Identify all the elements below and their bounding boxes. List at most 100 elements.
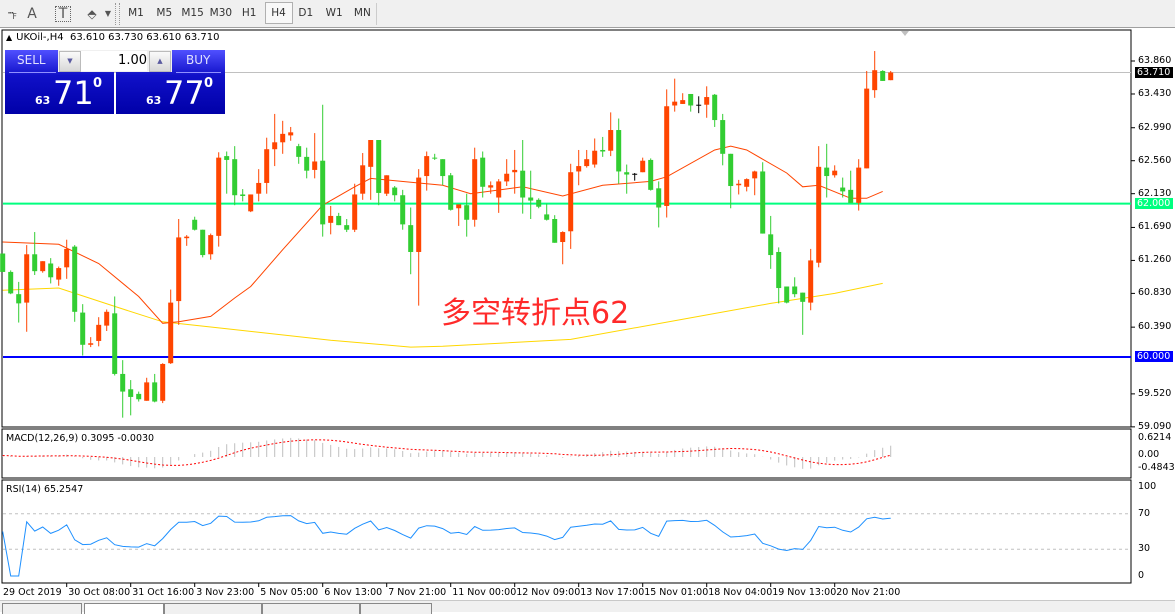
timeframe-h4[interactable]: H4 bbox=[264, 2, 293, 24]
price-tick-label: 63.430 bbox=[1138, 87, 1172, 99]
candle-body bbox=[480, 157, 486, 187]
chart-tab[interactable] bbox=[360, 603, 432, 614]
candle-body bbox=[256, 182, 262, 194]
candle-body bbox=[632, 173, 638, 175]
candle-body bbox=[696, 104, 702, 106]
candle-body bbox=[456, 204, 462, 209]
candle-body bbox=[296, 146, 302, 157]
rsi-axis-label: 70 bbox=[1138, 507, 1151, 519]
price-tag-level_62: 62.000 bbox=[1135, 197, 1173, 209]
candle-body bbox=[224, 156, 230, 160]
text-label-icon[interactable]: T bbox=[55, 6, 71, 22]
candle-body bbox=[232, 159, 238, 196]
candle-body bbox=[832, 170, 838, 176]
candle-body bbox=[656, 188, 662, 208]
timeframe-m5[interactable]: M5 bbox=[156, 7, 173, 19]
symbol-label: UKOil-,H4 bbox=[16, 32, 64, 43]
candle-body bbox=[192, 219, 198, 230]
candle-body bbox=[120, 373, 126, 392]
candle-body bbox=[680, 100, 686, 104]
candle-body bbox=[584, 159, 590, 167]
chevron-down-icon[interactable]: ▼ bbox=[104, 9, 112, 18]
candle-body bbox=[424, 156, 430, 177]
candle-body bbox=[536, 199, 542, 207]
candle-body bbox=[200, 229, 206, 256]
toolbar: ┅F A T ⬘ ▼ M1 M5 M15 M30 H1 H4 D1 W1 MN bbox=[0, 0, 1175, 28]
candle-body bbox=[704, 97, 710, 105]
candle-body bbox=[640, 160, 646, 173]
chart-tab-active[interactable] bbox=[84, 603, 164, 614]
price-tag-level_60: 60.000 bbox=[1135, 351, 1173, 363]
candle-body bbox=[72, 246, 78, 312]
candle-body bbox=[328, 215, 334, 223]
candle-body bbox=[856, 167, 862, 203]
candle-body bbox=[800, 292, 806, 302]
candle-body bbox=[512, 169, 518, 173]
candle-body bbox=[56, 268, 62, 280]
candle-body bbox=[544, 214, 550, 220]
rsi-line bbox=[2, 515, 891, 577]
buy-label: BUY bbox=[186, 53, 211, 67]
time-axis-label: 18 Nov 04:00 bbox=[708, 587, 773, 598]
candle-body bbox=[176, 237, 182, 302]
time-axis-label: 30 Oct 08:00 bbox=[68, 587, 131, 598]
time-axis-label: 12 Nov 09:00 bbox=[516, 587, 581, 598]
timeframe-d1[interactable]: D1 bbox=[298, 7, 314, 19]
chart-tab[interactable] bbox=[262, 603, 360, 614]
lot-decrease-button[interactable]: ▼ bbox=[59, 51, 81, 72]
arrows-icon[interactable]: ⬘ bbox=[87, 7, 97, 21]
candle-body bbox=[840, 187, 846, 192]
candle-body bbox=[384, 175, 390, 194]
toolbar-separator bbox=[115, 3, 120, 25]
timeframe-w1[interactable]: W1 bbox=[325, 7, 343, 19]
price-tick-label: 63.860 bbox=[1138, 55, 1172, 66]
candle-body bbox=[848, 189, 854, 203]
time-axis-label: 29 Oct 2019 bbox=[3, 587, 62, 598]
candle-body bbox=[616, 130, 622, 172]
lot-increase-button[interactable]: ▲ bbox=[149, 51, 171, 72]
candle-body bbox=[312, 161, 318, 170]
timeframe-m1[interactable]: M1 bbox=[128, 7, 144, 19]
candle-body bbox=[304, 156, 310, 171]
chart-canvas[interactable] bbox=[0, 28, 1175, 600]
candle-body bbox=[496, 181, 502, 198]
candle-body bbox=[136, 393, 142, 400]
ma-fast-line bbox=[2, 145, 883, 324]
text-icon[interactable]: A bbox=[27, 6, 37, 22]
timeframe-h1[interactable]: H1 bbox=[241, 7, 257, 19]
candle-body bbox=[40, 261, 46, 272]
sell-price-fraction: 0 bbox=[93, 76, 103, 91]
rsi-axis-label: 0 bbox=[1138, 570, 1145, 581]
toolbar-separator bbox=[376, 3, 380, 25]
candle-body bbox=[168, 302, 174, 364]
candle-body bbox=[128, 389, 134, 397]
time-axis-label: 3 Nov 23:00 bbox=[196, 587, 255, 598]
time-axis-label: 31 Oct 16:00 bbox=[132, 587, 195, 598]
chart-tab[interactable] bbox=[164, 603, 262, 614]
candle-body bbox=[488, 185, 494, 188]
candle-body bbox=[184, 236, 190, 239]
timeframe-m30[interactable]: M30 bbox=[209, 7, 233, 19]
candle-body bbox=[736, 183, 742, 186]
buy-button[interactable]: BUY 63 77 0 bbox=[116, 50, 225, 114]
candle-body bbox=[336, 215, 342, 226]
candle-body bbox=[592, 150, 598, 165]
macd-axis-label: -0.4843 bbox=[1138, 462, 1175, 473]
candle-body bbox=[16, 294, 22, 304]
candle-body bbox=[408, 225, 414, 252]
price-tick-label: 61.690 bbox=[1138, 221, 1172, 233]
candle-body bbox=[0, 253, 6, 272]
candle-body bbox=[728, 153, 734, 187]
candle-body bbox=[560, 232, 566, 243]
timeframe-mn[interactable]: MN bbox=[353, 7, 371, 19]
price-tag-bid: 63.710 bbox=[1135, 66, 1173, 78]
candle-body bbox=[528, 197, 534, 201]
buy-price-prefix: 63 bbox=[146, 94, 162, 107]
chart-tab[interactable] bbox=[2, 603, 82, 614]
sell-price-big: 71 bbox=[53, 74, 94, 112]
time-axis-label: 20 Nov 21:00 bbox=[836, 587, 901, 598]
period-separator-icon[interactable]: ┅F bbox=[8, 9, 17, 21]
timeframe-m15[interactable]: M15 bbox=[181, 7, 204, 19]
lot-input[interactable]: 1.00 bbox=[81, 51, 147, 71]
macd-axis-label: 0.00 bbox=[1138, 449, 1160, 460]
